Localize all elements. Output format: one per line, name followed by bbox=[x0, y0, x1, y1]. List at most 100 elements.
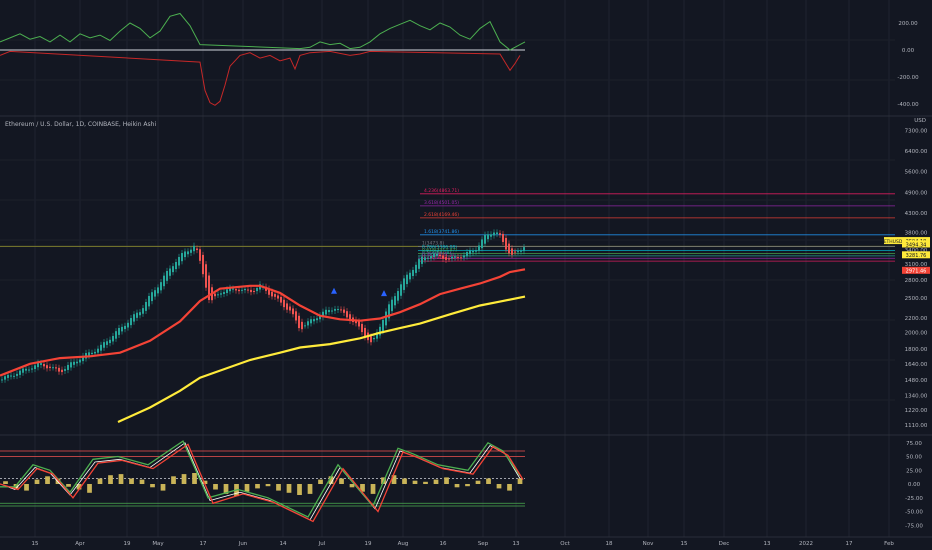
candle-body bbox=[403, 278, 405, 290]
histogram-bar bbox=[402, 478, 407, 484]
histogram-bar bbox=[412, 480, 418, 484]
candle-body bbox=[493, 232, 495, 236]
time-tick-label: May bbox=[152, 541, 164, 547]
histogram-bar bbox=[349, 484, 355, 488]
upper-oscillator-tick-label: 0.00 bbox=[902, 48, 915, 54]
candle-body bbox=[418, 259, 420, 269]
histogram-bar bbox=[328, 476, 334, 484]
candle-body bbox=[481, 239, 483, 249]
price-tick-label: 2200.00 bbox=[905, 316, 928, 322]
candle-body bbox=[154, 290, 156, 297]
candle-body bbox=[397, 291, 399, 301]
histogram-bar bbox=[181, 474, 187, 484]
price-tick-label: 3100.00 bbox=[905, 262, 928, 268]
histogram-bar bbox=[265, 484, 271, 487]
candle-body bbox=[58, 367, 60, 372]
candle-body bbox=[427, 257, 429, 259]
candle-body bbox=[181, 253, 183, 262]
lower-oscillator-tick-label: -50.00 bbox=[905, 510, 923, 516]
histogram-bar bbox=[66, 484, 71, 487]
candle-body bbox=[457, 257, 459, 259]
lower-oscillator-tick-label: 75.00 bbox=[906, 441, 922, 447]
price-tick-label: 2500.00 bbox=[905, 296, 928, 302]
lower-oscillator-tick-label: 25.00 bbox=[906, 468, 922, 474]
candle-body bbox=[268, 288, 270, 295]
upper-oscillator-panel[interactable] bbox=[0, 12, 526, 106]
candle-body bbox=[502, 233, 504, 242]
candle-body bbox=[514, 251, 516, 253]
candle-body bbox=[373, 337, 375, 340]
candle-body bbox=[424, 257, 426, 261]
price-badge bbox=[902, 240, 930, 248]
candle-body bbox=[439, 254, 441, 257]
candle-body bbox=[208, 275, 210, 300]
candle-body bbox=[307, 321, 309, 326]
histogram-bar bbox=[34, 479, 40, 484]
candle-body bbox=[319, 315, 321, 320]
candle-body bbox=[28, 369, 30, 371]
price-tick-label: 2800.00 bbox=[905, 278, 928, 284]
candle-body bbox=[193, 245, 195, 252]
candle-body bbox=[361, 323, 363, 333]
histogram-bar bbox=[507, 484, 512, 491]
candle-body bbox=[184, 251, 186, 258]
candle-body bbox=[328, 310, 330, 313]
candle-body bbox=[163, 275, 165, 287]
fib-level-label: 0.618(3317.47) bbox=[422, 248, 457, 254]
candle-body bbox=[196, 248, 198, 250]
fib-level-label: 1.618(3741.86) bbox=[424, 229, 459, 235]
candle-body bbox=[238, 289, 240, 292]
histogram-bar bbox=[465, 484, 470, 487]
time-tick-label: 15 bbox=[681, 541, 688, 547]
price-tick-label: 1640.00 bbox=[905, 362, 928, 368]
oscillator-line-slow-line bbox=[0, 443, 524, 523]
time-tick-label: Dec bbox=[719, 541, 730, 547]
moving-average-slow-ma bbox=[117, 295, 526, 424]
candle-body bbox=[169, 268, 171, 276]
candle-body bbox=[241, 289, 243, 291]
candle-body bbox=[376, 332, 378, 339]
histogram-bar bbox=[517, 478, 523, 484]
oscillator-line-above-zero bbox=[0, 12, 526, 51]
candle-body bbox=[442, 255, 444, 259]
histogram-bar bbox=[76, 484, 82, 490]
candle-body bbox=[499, 233, 501, 235]
candle-body bbox=[7, 374, 9, 378]
candle-body bbox=[379, 326, 381, 336]
fibonacci-levels[interactable]: 4.236(4863.71) 3.618(4501.05) 2.618(4169.4… bbox=[0, 188, 895, 262]
price-tick-label: 3800.00 bbox=[905, 230, 928, 236]
upper-oscillator-tick-label: 200.00 bbox=[898, 21, 918, 27]
fib-level-label: 1(3473.8) bbox=[422, 240, 444, 246]
histogram-bar bbox=[454, 484, 460, 488]
candle-body bbox=[118, 327, 120, 335]
lower-oscillator-panel[interactable] bbox=[0, 440, 525, 523]
candle-body bbox=[385, 311, 387, 326]
candle-body bbox=[22, 368, 24, 373]
candle-body bbox=[472, 250, 474, 253]
candle-body bbox=[67, 364, 69, 370]
candle-body bbox=[106, 341, 108, 345]
signal-marker-triangle-up bbox=[331, 287, 337, 294]
price-tick-label: 2000.00 bbox=[905, 331, 928, 337]
oscillator-line-fast-line bbox=[0, 440, 521, 518]
candle-body bbox=[496, 232, 498, 235]
candle-body bbox=[484, 234, 486, 244]
candle-body bbox=[421, 256, 423, 264]
candle-body bbox=[148, 295, 150, 307]
candle-body bbox=[217, 294, 219, 296]
candle-body bbox=[70, 362, 72, 368]
histogram-bar bbox=[276, 484, 281, 491]
price-tick-label: 5600.00 bbox=[905, 170, 928, 176]
histogram-bar bbox=[150, 484, 155, 488]
candle-body bbox=[469, 250, 471, 255]
candle-body bbox=[436, 253, 438, 256]
candle-body bbox=[250, 289, 252, 293]
time-tick-label: 18 bbox=[606, 541, 613, 547]
price-axis: 7300.00 6400.00 5600.00 4900.00 4300.00 3800.… bbox=[905, 128, 928, 428]
candle-body bbox=[280, 296, 282, 303]
price-badge bbox=[902, 251, 930, 259]
candle-body bbox=[274, 294, 276, 297]
fib-level-label: 4.236(4863.71) bbox=[424, 188, 459, 194]
candlesticks[interactable] bbox=[1, 229, 525, 383]
